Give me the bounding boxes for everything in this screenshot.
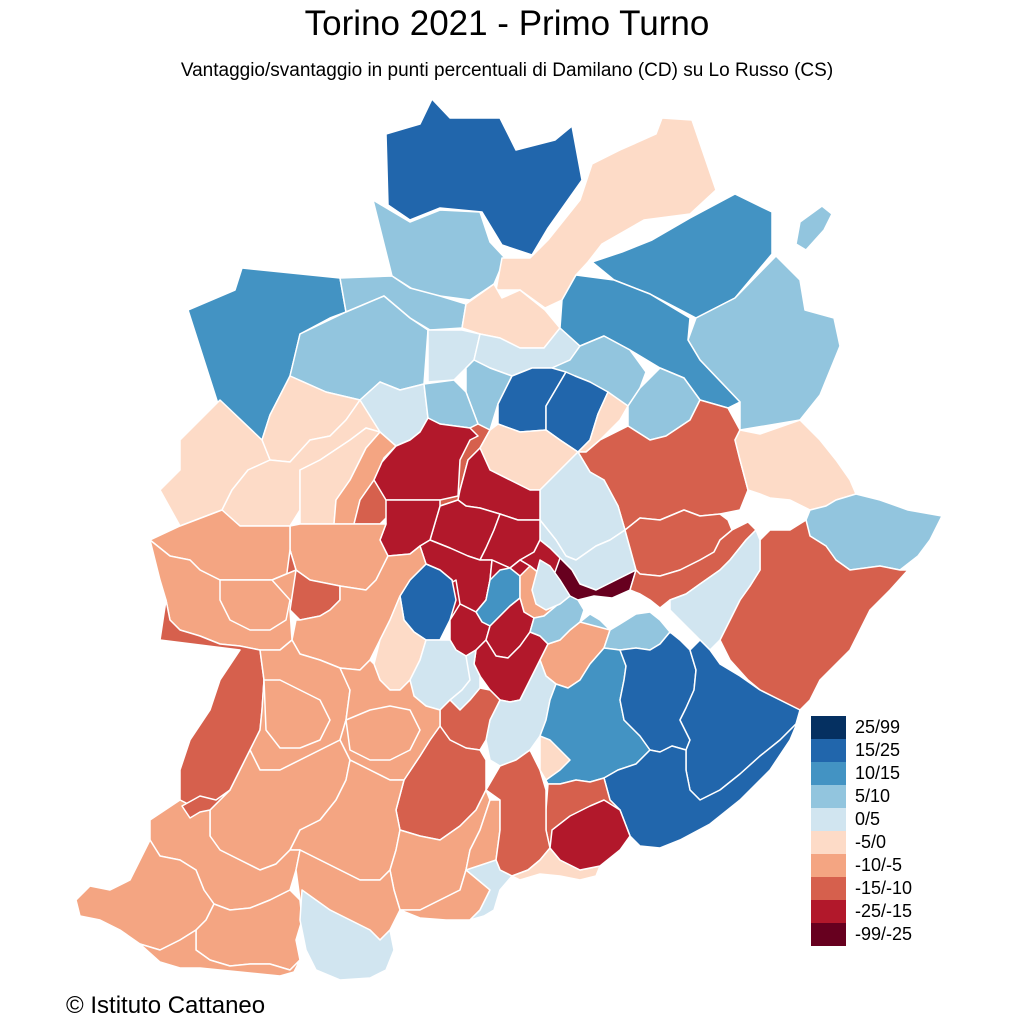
legend-swatch <box>811 877 846 900</box>
zone-44 <box>734 419 857 511</box>
legend-swatch <box>811 854 846 877</box>
copyright-credit: © Istituto Cattaneo <box>66 992 266 1019</box>
legend-swatch <box>811 785 846 808</box>
zone-69 <box>603 715 801 849</box>
legend-label: 15/25 <box>855 740 901 760</box>
zone-90 <box>549 799 631 871</box>
legend-label: -25/-15 <box>855 901 913 921</box>
legend-swatch <box>811 900 846 923</box>
legend-label: 5/10 <box>855 786 891 806</box>
legend-swatch <box>811 739 846 762</box>
zone-87 <box>465 859 513 921</box>
zone-86 <box>299 889 395 981</box>
map-title: Torino 2021 - Primo Turno <box>304 4 710 43</box>
zone-49 <box>669 529 761 651</box>
zone-24 <box>221 399 381 527</box>
legend-swatch <box>811 716 846 739</box>
legend-label: -5/0 <box>855 832 887 852</box>
zone-1 <box>385 98 583 256</box>
legend-label: -99/-25 <box>855 924 913 944</box>
zone-3 <box>495 117 717 309</box>
legend-label: 10/15 <box>855 763 901 783</box>
zone-82 <box>139 929 301 977</box>
zone-8 <box>795 205 833 251</box>
legend-label: 0/5 <box>855 809 881 829</box>
zone-84 <box>181 789 231 819</box>
legend-swatch <box>811 831 846 854</box>
zone-93 <box>263 679 331 749</box>
zone-89 <box>539 735 571 781</box>
zone-92 <box>219 579 291 631</box>
legend-label: 25/99 <box>855 717 901 737</box>
map-subtitle: Vantaggio/svantaggio in punti percentual… <box>180 60 834 81</box>
zone-94 <box>345 705 421 761</box>
zone-79 <box>75 839 215 951</box>
legend-label: -10/-5 <box>855 855 903 875</box>
zone-91 <box>531 559 571 611</box>
legend-swatch <box>811 923 846 946</box>
legend-swatch <box>811 808 846 831</box>
legend-label: -15/-10 <box>855 878 913 898</box>
legend-swatch <box>811 762 846 785</box>
